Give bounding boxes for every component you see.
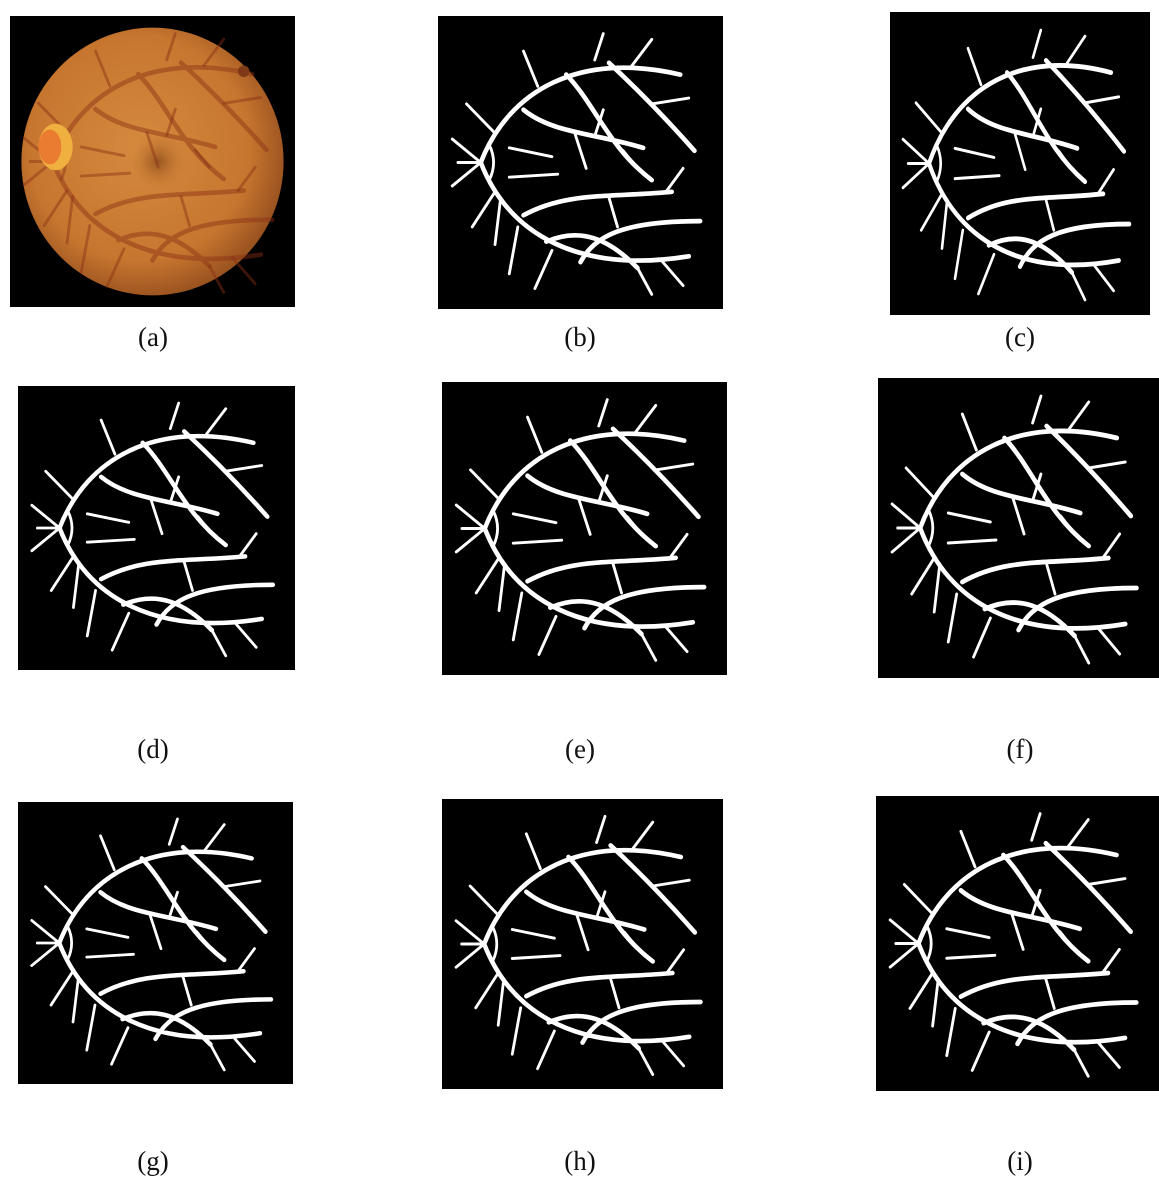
vessel-map [878, 378, 1159, 678]
panel-label: (a) [93, 322, 213, 353]
figure: (a) (b) (c) (d) (e) (f) (g) (h) (i) [0, 0, 1159, 1184]
vessel-map [442, 799, 723, 1089]
fundus [10, 16, 295, 307]
panel-label: (h) [520, 1146, 640, 1177]
panel-label: (f) [960, 734, 1080, 765]
fundus-image [10, 16, 295, 307]
vessel-map [18, 386, 295, 670]
vessel-map [890, 12, 1150, 315]
vessel-map [876, 796, 1159, 1091]
panel-label: (b) [520, 322, 640, 353]
panel-label: (g) [93, 1146, 213, 1177]
panel-label: (e) [520, 734, 640, 765]
panel-label: (d) [93, 734, 213, 765]
panel-label: (i) [960, 1146, 1080, 1177]
vessel-map [438, 16, 723, 309]
vessel-map [18, 802, 293, 1084]
panel-label: (c) [960, 322, 1080, 353]
vessel-map [442, 382, 727, 675]
